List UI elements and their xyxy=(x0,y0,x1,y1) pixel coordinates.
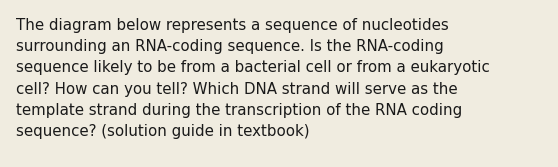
Text: The diagram below represents a sequence of nucleotides
surrounding an RNA-coding: The diagram below represents a sequence … xyxy=(16,18,490,139)
